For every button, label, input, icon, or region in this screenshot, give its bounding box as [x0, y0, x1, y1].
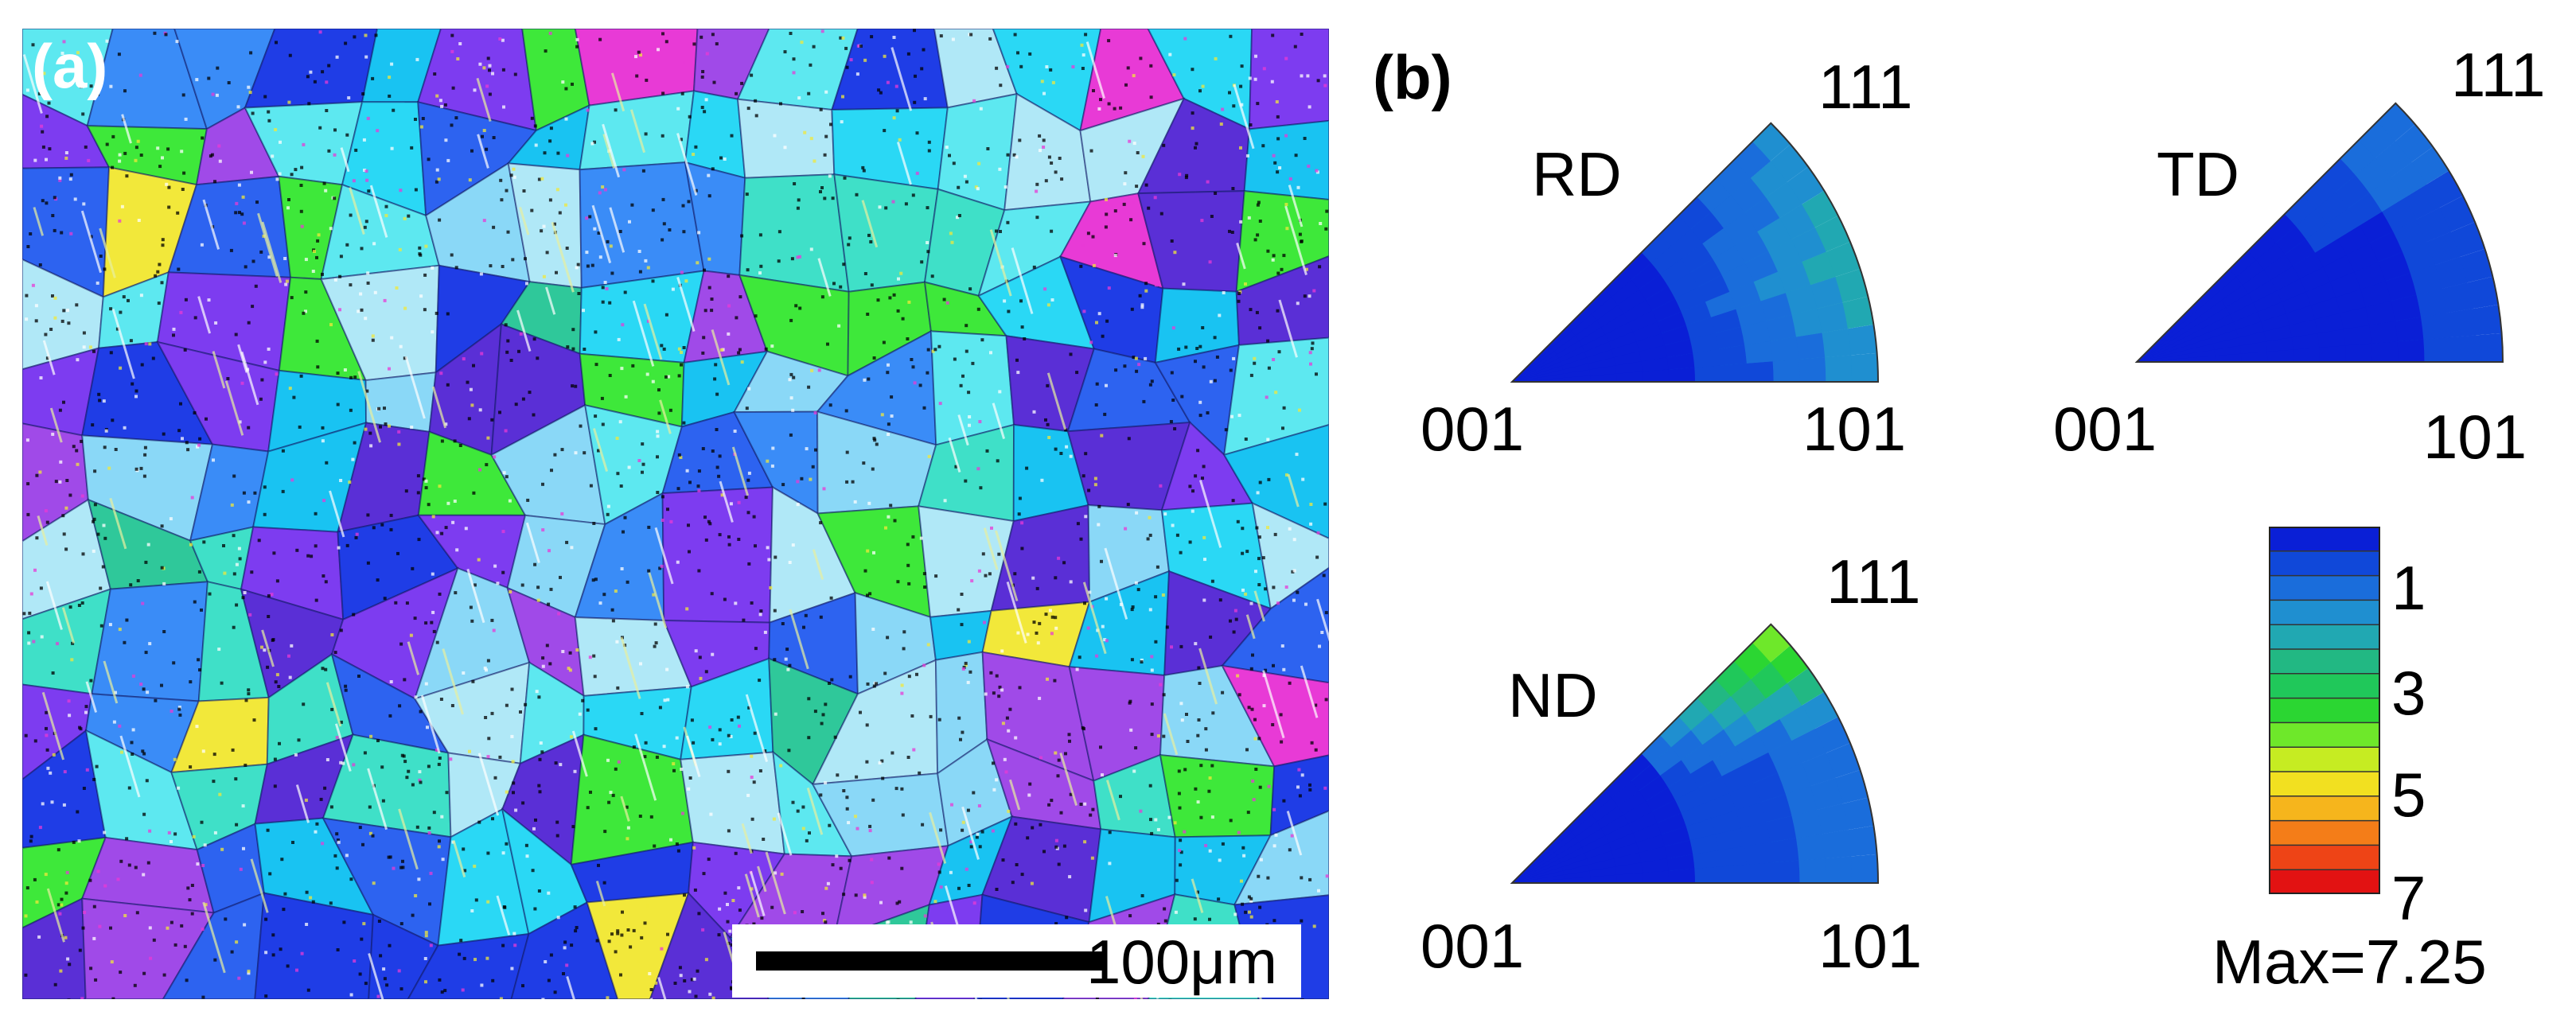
ipf-density-cell: [1512, 368, 1536, 382]
panel-a-label: (a): [32, 31, 108, 101]
grain: [739, 173, 850, 293]
ipf-nd-corner-001: 001: [1421, 911, 1525, 981]
ipf-density-cell: [1512, 370, 1537, 382]
colorbar-band: [2269, 869, 2380, 894]
colorbar-band: [2269, 673, 2380, 699]
ipf-density-cell: [1512, 377, 1538, 382]
grain: [1243, 119, 1329, 200]
grain: [1223, 336, 1329, 457]
grain: [1235, 190, 1329, 294]
ipf-nd-corner-101: 101: [1818, 911, 1923, 981]
ipf-td-direction-label: TD: [2157, 139, 2239, 209]
ipf-rd-fill: [1510, 122, 1880, 383]
colorbar-tick-7: 7: [2391, 863, 2426, 933]
grain: [661, 486, 774, 624]
noise-speckles: [22, 29, 1329, 999]
grain: [1251, 501, 1329, 610]
scale-bar: 100μm: [732, 924, 1301, 998]
grain-layer: [22, 29, 1329, 999]
ipf-density-cell: [1512, 877, 1538, 883]
ipf-td-corner-111: 111: [2451, 40, 2546, 110]
ipf-density-cell: [2137, 350, 2161, 362]
grain: [407, 932, 530, 999]
density-colorbar: [2269, 527, 2380, 894]
ebsd-map-canvas: [22, 29, 1329, 999]
colorbar-band: [2269, 772, 2380, 797]
colorbar-bands: [2269, 527, 2380, 894]
grain: [833, 173, 939, 293]
scale-bar-label: 100μm: [1086, 927, 1278, 997]
ipf-nd-fill: [1510, 623, 1880, 884]
ebsd-orientation-map: [22, 29, 1329, 999]
ipf-td-corner-101: 101: [2423, 402, 2527, 472]
ipf-density-cell: [1512, 867, 1535, 883]
ipf-density-cell: [1512, 873, 1537, 883]
ipf-td-triangle: [2134, 102, 2504, 363]
ipf-density-cell: [1512, 373, 1537, 382]
ipf-density-cell: [2137, 353, 2162, 362]
grain: [1221, 664, 1329, 768]
grain: [586, 892, 690, 999]
colorbar-tick-5: 5: [2391, 760, 2426, 830]
grain: [81, 897, 216, 999]
ipf-density-cell: [2137, 356, 2163, 362]
colorbar-tick-3: 3: [2391, 658, 2426, 728]
colorbar-band: [2269, 600, 2380, 625]
grain: [162, 892, 266, 999]
ipf-density-cell: [1512, 375, 1538, 382]
colorbar-band: [2269, 624, 2380, 650]
colorbar-band: [2269, 747, 2380, 772]
colorbar-tick-1: 1: [2391, 553, 2426, 623]
ipf-density-cell: [1512, 874, 1537, 883]
ipf-rd-triangle: [1510, 122, 1880, 383]
colorbar-band: [2269, 649, 2380, 675]
ipf-density-cell: [1512, 366, 1535, 382]
ipf-rd-corner-111: 111: [1818, 52, 1913, 122]
ipf-rd-corner-101: 101: [1802, 394, 1907, 464]
grain: [254, 892, 375, 999]
ipf-density-cell: [1512, 871, 1537, 883]
colorbar-band: [2269, 575, 2380, 601]
ipf-nd-triangle: [1510, 623, 1880, 884]
grain: [22, 897, 87, 999]
grain: [1222, 424, 1329, 539]
ipf-density-cell: [2137, 346, 2160, 362]
ipf-nd-direction-label: ND: [1508, 660, 1598, 730]
grain: [1233, 810, 1329, 906]
ipf-td-fill: [2134, 102, 2504, 363]
grain: [1221, 566, 1329, 684]
ipf-density-cell: [1512, 869, 1536, 883]
scale-bar-line: [756, 951, 1106, 971]
colorbar-max-label: Max=7.25: [2212, 927, 2487, 997]
ipf-td-corner-001: 001: [2053, 394, 2157, 464]
ipf-nd-corner-111: 111: [1826, 547, 1921, 617]
ipf-rd-corner-001: 001: [1421, 394, 1525, 464]
ipf-density-cell: [2137, 352, 2162, 362]
colorbar-band: [2269, 722, 2380, 748]
grain: [1159, 753, 1276, 838]
colorbar-band: [2269, 550, 2380, 577]
colorbar-band: [2269, 820, 2380, 846]
ipf-density-cell: [1512, 878, 1538, 883]
grain: [1248, 29, 1329, 130]
colorbar-band: [2269, 845, 2380, 870]
ipf-rd-direction-label: RD: [1532, 139, 1622, 209]
grain: [510, 901, 619, 999]
grain: [364, 372, 437, 433]
ipf-density-cell: [2137, 348, 2161, 362]
colorbar-band: [2269, 698, 2380, 723]
colorbar-band: [2269, 796, 2380, 822]
ipf-density-cell: [1512, 372, 1537, 382]
panel-b-label: (b): [1373, 42, 1452, 112]
grain: [1235, 255, 1329, 346]
colorbar-band: [2269, 527, 2380, 552]
ipf-density-cell: [2137, 357, 2163, 362]
